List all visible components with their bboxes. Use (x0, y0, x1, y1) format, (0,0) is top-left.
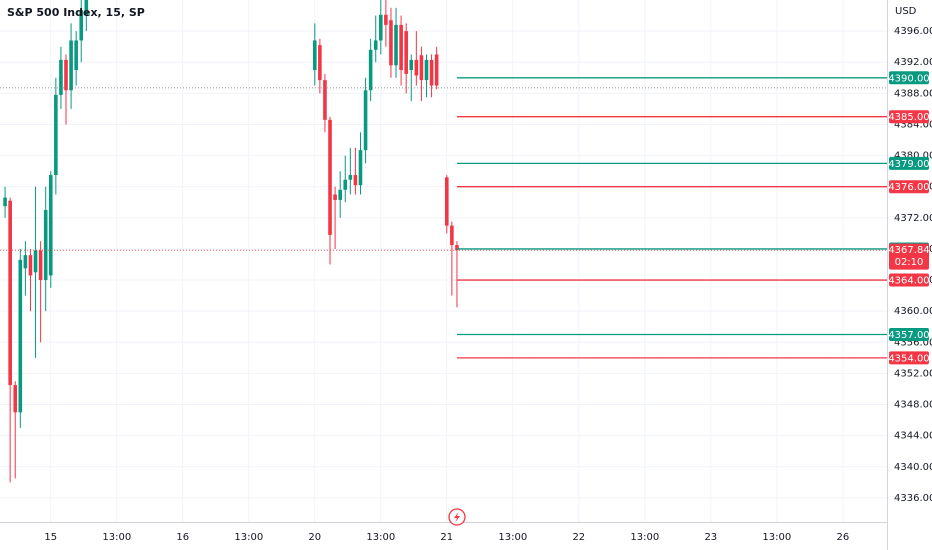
candle-body (8, 200, 12, 386)
candle-body (424, 59, 429, 81)
candle-body (363, 90, 368, 151)
y-tick-label: 4388.00 (894, 88, 932, 99)
candle-body (28, 255, 33, 276)
x-tick-label: 16 (176, 532, 189, 543)
candle-body (399, 24, 403, 71)
candle-body (358, 150, 363, 186)
candle-body (23, 255, 28, 269)
price-line-label-box (889, 328, 929, 342)
grid (0, 0, 887, 522)
x-tick-label: 13:00 (498, 532, 527, 543)
candle-body (389, 20, 393, 66)
candle-body (64, 59, 68, 91)
x-tick-label: 13:00 (234, 532, 263, 543)
y-tick-label: 4372.00 (894, 213, 932, 224)
x-tick-label: 13:00 (762, 532, 791, 543)
price-line-label-box (889, 273, 929, 287)
last-price-label: 4367.84 (888, 245, 929, 256)
candle-body (84, 0, 89, 16)
x-tick-label: 20 (308, 532, 321, 543)
candle-body (54, 94, 58, 176)
price-line-label: 4376.00 (888, 182, 929, 193)
candle-body (343, 179, 348, 190)
price-line-label: 4379.00 (888, 159, 929, 170)
candle-body (18, 259, 23, 413)
candle-body (38, 250, 43, 281)
y-tick-label: 4384.00 (894, 119, 932, 130)
x-tick-label: 22 (572, 532, 585, 543)
y-tick-label: 4356.00 (894, 337, 932, 348)
price-line-label: 4357.00 (888, 330, 929, 341)
y-tick-label: 4336.00 (894, 493, 932, 504)
candle-body (69, 40, 73, 91)
price-line-label: 4354.00 (888, 353, 929, 364)
y-tick-label: 4396.00 (894, 26, 932, 37)
x-tick-label: 21 (440, 532, 453, 543)
last-price-box (889, 243, 929, 270)
axes: 4336.00 4340.00 4344.00 4348.00 4352.00 4356.… (44, 26, 932, 543)
candle-body (404, 31, 408, 74)
price-line-label-box (889, 156, 929, 170)
candle-body (333, 194, 337, 200)
y-tick-label: 4344.00 (894, 431, 932, 442)
y-tick-label: 4380.00 (894, 151, 932, 162)
candle-body (33, 250, 38, 273)
x-tick-label: 13:00 (366, 532, 395, 543)
candle-body (353, 175, 358, 186)
x-tick-label: 15 (44, 532, 57, 543)
x-tick-label: 26 (836, 532, 849, 543)
price-line-label: 4364.00 (888, 276, 929, 287)
y-tick-label: 4352.00 (894, 368, 932, 379)
candle-body (74, 40, 78, 71)
x-tick-label: 13:00 (630, 532, 659, 543)
candle-body (455, 245, 459, 251)
y-tick-label: 4392.00 (894, 57, 932, 68)
candle-body (368, 49, 373, 91)
candle-body (384, 14, 388, 25)
price-line-label-box (889, 180, 929, 194)
candle-body (43, 210, 48, 281)
candle-body (59, 59, 63, 95)
candle-body (434, 54, 439, 86)
candle-body (378, 14, 383, 41)
price-line-label-box (889, 71, 929, 85)
countdown-label: 02:10 (895, 257, 924, 268)
logo-icon[interactable] (448, 508, 466, 526)
candle-body (419, 55, 424, 81)
candle-body (312, 40, 317, 71)
candle-body (450, 225, 454, 246)
price-line-label-box (889, 110, 929, 124)
currency-label: USD (895, 6, 917, 17)
candle-body (429, 59, 434, 86)
price-line-label: 4385.00 (888, 112, 929, 123)
candle-body (409, 59, 414, 71)
candle-body (348, 175, 353, 180)
candle-body (394, 24, 398, 66)
candle-body (3, 197, 7, 207)
candle-body (318, 45, 322, 81)
candle-body (323, 80, 327, 120)
price-line-label-box (889, 351, 929, 365)
y-tick-label: 4360.00 (894, 306, 932, 317)
candle-body (445, 177, 449, 226)
candle-body (338, 189, 342, 200)
candle-body (414, 59, 419, 76)
candle-body (373, 40, 378, 50)
x-tick-label: 23 (704, 532, 717, 543)
candle-body (328, 119, 332, 235)
price-line-label: 4390.00 (888, 73, 929, 84)
x-tick-label: 13:00 (102, 532, 131, 543)
candle-body (13, 385, 18, 413)
y-tick-label: 4340.00 (894, 462, 932, 473)
y-tick-label: 4348.00 (894, 400, 932, 411)
plot-area (0, 0, 887, 483)
candle-body (48, 175, 53, 276)
candle-body (79, 10, 84, 41)
chart-title: S&P 500 Index, 15, SP (7, 6, 145, 19)
